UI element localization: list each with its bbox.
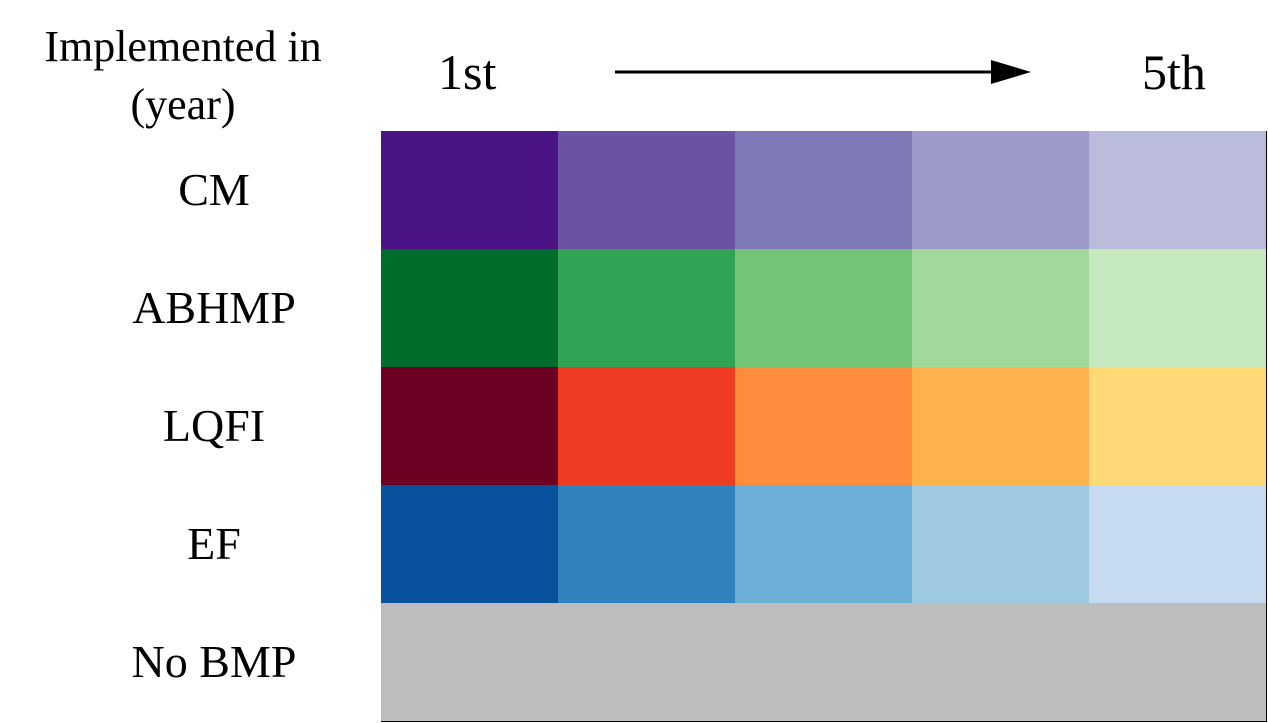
row-label-abhmp: ABHMP: [132, 282, 296, 333]
header-title: Implemented in (year): [0, 18, 366, 134]
header-title-line2: (year): [130, 80, 236, 129]
cell-lqfi-year-5: [1088, 366, 1267, 486]
start-year-label: 1st: [438, 44, 497, 100]
cell-abhmp-year-1: [380, 248, 559, 368]
cell-cm-year-3: [734, 130, 913, 250]
cell-no-bmp: [380, 602, 1267, 722]
cell-abhmp-year-3: [734, 248, 913, 368]
cell-abhmp-year-4: [911, 248, 1090, 368]
cell-abhmp-year-5: [1088, 248, 1267, 368]
row-label-ef: EF: [187, 518, 241, 569]
cell-cm-year-4: [911, 130, 1090, 250]
cell-ef-year-4: [911, 484, 1090, 604]
row-label-cm: CM: [178, 164, 250, 215]
end-year-label: 5th: [1142, 44, 1206, 100]
cell-ef-year-5: [1088, 484, 1267, 604]
cell-abhmp-year-2: [557, 248, 736, 368]
row-label-no-bmp: No BMP: [131, 636, 297, 687]
cell-cm-year-2: [557, 130, 736, 250]
cell-lqfi-year-2: [557, 366, 736, 486]
cell-cm-year-5: [1088, 130, 1267, 250]
cell-ef-year-1: [380, 484, 559, 604]
cell-ef-year-2: [557, 484, 736, 604]
cell-lqfi-year-3: [734, 366, 913, 486]
cell-lqfi-year-1: [380, 366, 559, 486]
cell-lqfi-year-4: [911, 366, 1090, 486]
color-grid: [380, 130, 1267, 722]
cell-ef-year-3: [734, 484, 913, 604]
arrow-right-icon: [615, 60, 1031, 84]
row-label-lqfi: LQFI: [162, 400, 266, 451]
cell-cm-year-1: [380, 130, 559, 250]
header-title-line1: Implemented in: [44, 22, 322, 71]
